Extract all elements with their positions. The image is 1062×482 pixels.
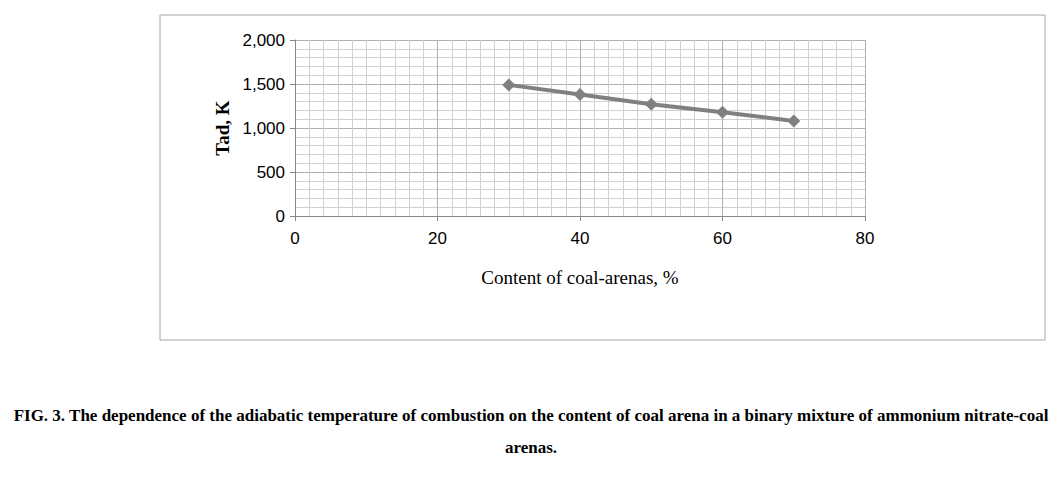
svg-text:Tad, K: Tad, K: [212, 100, 233, 155]
html-text:FIG. 3. The dependence of the: FIG. 3. The dependence of the adiabatic …: [13, 406, 1049, 457]
svg-text:0: 0: [276, 207, 285, 226]
svg-text:Content of coal-arenas, %: Content of coal-arenas, %: [481, 267, 678, 288]
svg-text:0: 0: [290, 229, 299, 248]
svg-text:1,500: 1,500: [242, 75, 285, 94]
svg-text:2,000: 2,000: [242, 31, 285, 50]
svg-text:1,000: 1,000: [242, 119, 285, 138]
svg-text:40: 40: [571, 229, 590, 248]
svg-text:60: 60: [713, 229, 732, 248]
svg-text:20: 20: [428, 229, 447, 248]
svg-text:500: 500: [257, 163, 285, 182]
svg-text:80: 80: [856, 229, 875, 248]
